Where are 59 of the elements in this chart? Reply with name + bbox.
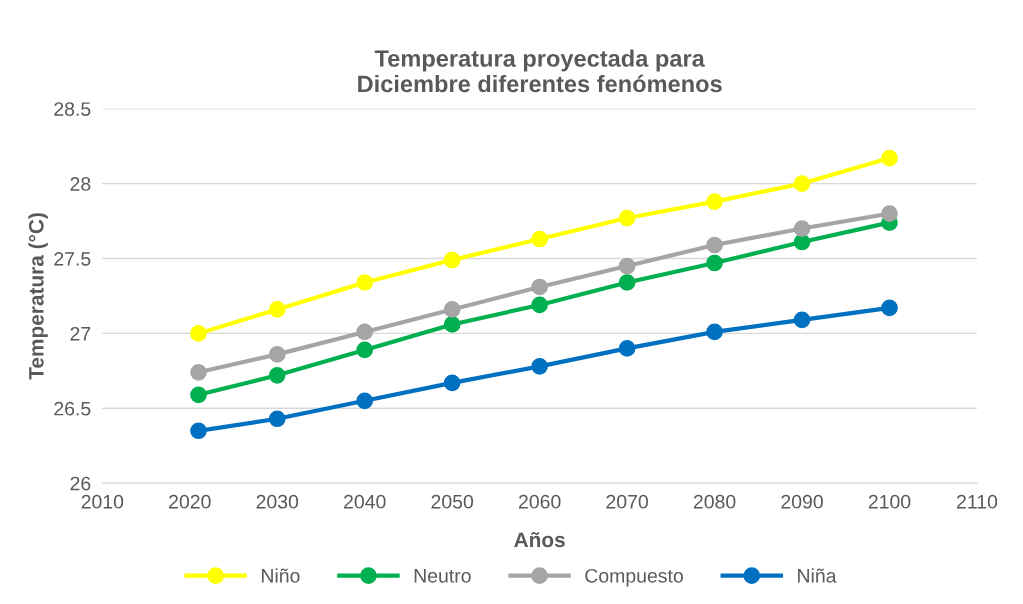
x-tick-label: 2090 (781, 494, 823, 509)
point (706, 254, 723, 272)
point (881, 205, 898, 222)
x-tick-label: 2010 (81, 494, 124, 509)
point (618, 340, 636, 357)
y-tick-label: 26 (70, 476, 91, 491)
point (531, 278, 548, 296)
point (793, 220, 811, 237)
point (706, 323, 723, 341)
legend-label: Neutro (414, 569, 471, 583)
x-tick-label: 2110 (957, 494, 998, 509)
point (356, 341, 374, 359)
point (356, 274, 374, 291)
point (793, 175, 811, 192)
point (190, 422, 207, 440)
point (356, 392, 374, 410)
point (268, 367, 286, 384)
point (268, 301, 286, 318)
point (443, 301, 461, 318)
x-tick-label: 2100 (868, 494, 911, 509)
y-tick-label: 26.5 (54, 401, 91, 416)
point (190, 386, 207, 404)
point (881, 149, 898, 167)
x-tick-label: 2080 (693, 494, 736, 509)
point (356, 323, 374, 341)
legend-label: Compuesto (585, 568, 683, 587)
point (443, 251, 461, 269)
point (706, 193, 723, 210)
chart-title: Temperatura proyectada para Diciembre diferentes fenómenos (358, 49, 722, 93)
point (793, 311, 811, 329)
point (268, 410, 286, 428)
x-tick-label: 2050 (431, 494, 474, 509)
y-tick-label: 28.5 (54, 102, 91, 116)
point (618, 209, 636, 227)
y-tick-label: 27 (70, 326, 91, 341)
x-tick-label: 2070 (606, 494, 648, 509)
point (268, 346, 286, 363)
point (793, 233, 811, 251)
x-tick-label: 2060 (518, 494, 561, 509)
legend-label: Niño (261, 568, 300, 583)
point (190, 364, 207, 381)
point (531, 296, 548, 314)
y-tick-label: 28 (70, 177, 91, 191)
point (618, 257, 636, 275)
point (443, 316, 461, 333)
point (190, 325, 207, 342)
y-axis-title: Temperatura (°C) (28, 213, 48, 380)
point (706, 236, 723, 254)
point (618, 274, 636, 291)
x-tick-label: 2040 (344, 494, 386, 509)
x-tick-label: 2030 (256, 494, 299, 509)
point (531, 230, 548, 248)
point (881, 299, 898, 317)
legend-label: Niña (798, 568, 837, 583)
x-axis-title: Años (514, 531, 565, 548)
point (443, 374, 461, 392)
y-tick-label: 27.5 (54, 251, 91, 266)
x-tick-label: 2020 (169, 494, 211, 509)
point (531, 358, 548, 375)
